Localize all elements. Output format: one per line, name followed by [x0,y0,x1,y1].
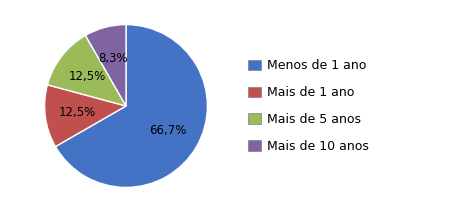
Text: 12,5%: 12,5% [59,106,96,119]
Wedge shape [55,25,207,187]
Legend: Menos de 1 ano, Mais de 1 ano, Mais de 5 anos, Mais de 10 anos: Menos de 1 ano, Mais de 1 ano, Mais de 5… [248,59,369,153]
Text: 12,5%: 12,5% [69,70,106,83]
Text: 66,7%: 66,7% [149,124,187,137]
Wedge shape [47,35,126,106]
Wedge shape [45,85,126,146]
Wedge shape [86,25,126,106]
Text: 8,3%: 8,3% [99,52,128,65]
